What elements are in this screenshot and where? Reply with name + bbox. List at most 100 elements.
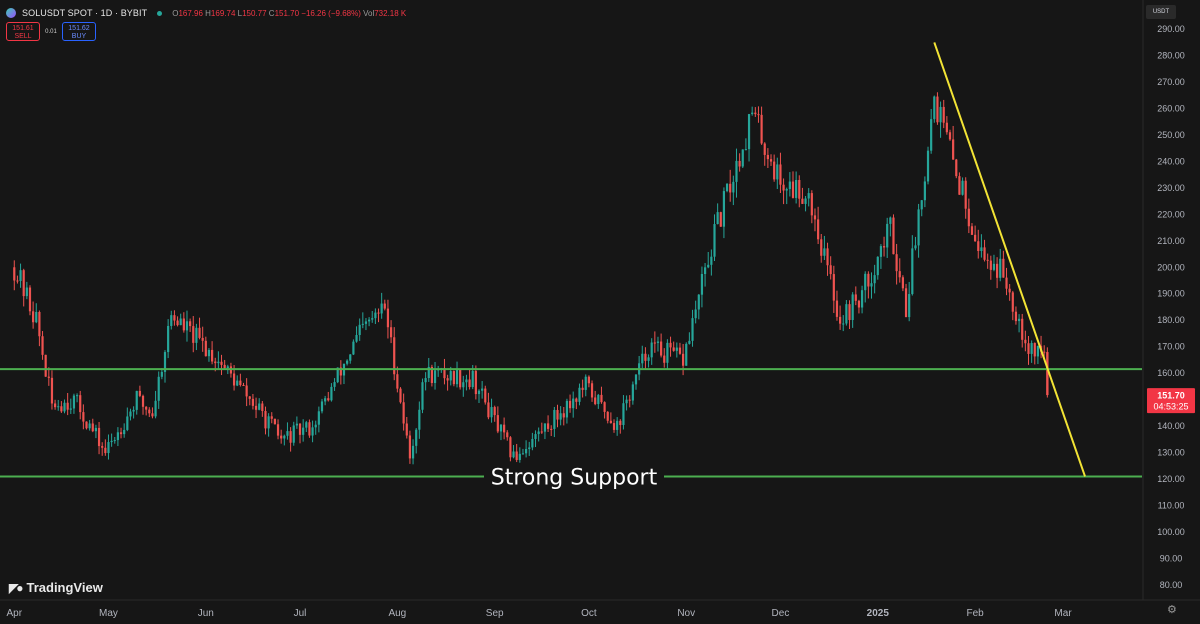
candle-body (396, 374, 399, 389)
candle (616, 417, 619, 436)
candle-body (487, 402, 490, 418)
candle-body (258, 403, 261, 410)
candle-body (961, 180, 964, 195)
candle (273, 418, 276, 425)
candle (157, 371, 160, 409)
candle-body (433, 370, 437, 384)
candle (911, 235, 914, 296)
candle (864, 271, 867, 303)
candle (330, 383, 333, 402)
candle-body (606, 411, 609, 421)
candle (364, 318, 368, 331)
candle-body (986, 259, 989, 261)
candle (666, 339, 669, 370)
candle (757, 106, 760, 123)
candle (1005, 267, 1008, 296)
candle-body (612, 423, 616, 430)
candle (126, 407, 129, 432)
candle-body (565, 400, 569, 418)
candle-body (575, 398, 578, 402)
candle (1002, 250, 1005, 278)
candle-body (201, 337, 204, 341)
candle (886, 217, 889, 258)
candle (650, 338, 653, 365)
candle (955, 158, 958, 179)
candle-body (411, 445, 415, 459)
candle-body (970, 226, 974, 235)
candle-body (945, 122, 948, 133)
candle (324, 395, 327, 406)
candle (85, 421, 88, 430)
candle (754, 107, 757, 117)
candle (201, 326, 204, 352)
currency-unit-button[interactable]: USDT (1146, 5, 1176, 19)
candle (389, 320, 393, 344)
candle-body (653, 342, 656, 344)
candle-body (462, 382, 465, 388)
candle-body (682, 353, 685, 366)
candle (38, 310, 41, 347)
candle (889, 216, 892, 237)
settings-gear-icon[interactable]: ⚙ (1167, 604, 1177, 616)
candle (936, 92, 939, 125)
candle (402, 393, 405, 431)
candle-body (85, 421, 88, 429)
candle-body (955, 159, 958, 177)
candle (418, 401, 421, 439)
tradingview-logo[interactable]: ◤● TradingView (9, 580, 103, 595)
candle-body (19, 270, 22, 282)
candle (349, 354, 352, 364)
candle (377, 308, 380, 323)
candle (1017, 314, 1021, 333)
buy-button[interactable]: 151.62 BUY (62, 22, 96, 41)
candle-body (374, 312, 377, 319)
candle-body (346, 360, 349, 364)
buy-price: 151.62 (68, 25, 90, 32)
candle (1008, 284, 1011, 301)
candle (939, 101, 942, 138)
candle (521, 448, 525, 455)
candle-body (424, 378, 427, 383)
candle-body (625, 399, 628, 404)
candle-body (773, 161, 776, 180)
candle (901, 275, 904, 292)
candle (138, 385, 141, 398)
candle (276, 419, 280, 440)
candle-body (857, 300, 861, 308)
candle-body (54, 403, 57, 408)
trade-buttons: 151.61 SELL 0.01 151.62 BUY (6, 22, 96, 41)
candle (556, 404, 559, 428)
candle-body (32, 311, 35, 323)
candle-body (967, 208, 970, 227)
candle-body (848, 304, 851, 321)
candle (603, 401, 606, 419)
candle-body (691, 318, 694, 341)
candle-body (217, 361, 220, 364)
candle-body (980, 247, 983, 252)
candle-body (911, 248, 914, 295)
candle (716, 203, 719, 225)
last-candle-body (1046, 352, 1049, 396)
candle-body (933, 96, 936, 120)
candle (751, 106, 754, 116)
candle-body (506, 432, 509, 438)
candle-body (779, 164, 782, 185)
candle-body (443, 368, 446, 379)
symbol-title[interactable]: SOLUSDT SPOT · 1D · BYBIT (22, 8, 148, 18)
candle (342, 363, 346, 385)
sell-button[interactable]: 151.61 SELL (6, 22, 40, 41)
candle (713, 214, 716, 262)
time-tick-label: Dec (772, 608, 790, 619)
price-tick-label: 220.00 (1157, 209, 1185, 219)
candle-body (459, 369, 462, 388)
candle-body (1021, 318, 1024, 340)
candle (926, 146, 930, 185)
candle-body (402, 402, 405, 424)
candle (691, 309, 694, 347)
candle-body (97, 427, 101, 447)
descending-trendline[interactable] (933, 42, 1086, 477)
candle-body (669, 342, 672, 348)
candle (44, 354, 47, 377)
